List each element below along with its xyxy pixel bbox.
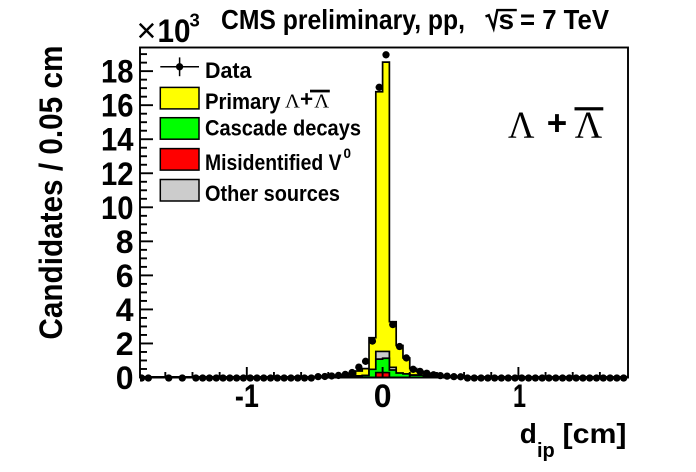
svg-text:10: 10	[158, 13, 191, 49]
svg-text:[cm]: [cm]	[563, 418, 627, 449]
svg-text:Primary: Primary	[205, 89, 281, 114]
svg-text:Misidentified V: Misidentified V	[205, 150, 342, 175]
svg-text:Cascade decays: Cascade decays	[205, 115, 361, 140]
svg-text:0: 0	[116, 360, 134, 396]
svg-text:CMS preliminary, pp,: CMS preliminary, pp,	[221, 4, 465, 35]
svg-text:0: 0	[344, 146, 352, 161]
svg-text:8: 8	[116, 224, 134, 260]
svg-text:Λ: Λ	[285, 90, 300, 112]
svg-text:d: d	[520, 418, 537, 449]
svg-text:×: ×	[137, 12, 157, 50]
svg-text:18: 18	[101, 54, 134, 90]
svg-text:12: 12	[101, 156, 134, 192]
svg-text:1: 1	[513, 378, 526, 414]
svg-text:Λ: Λ	[508, 104, 535, 146]
svg-text:3: 3	[190, 9, 200, 30]
svg-text:2: 2	[116, 326, 134, 362]
svg-text:Data: Data	[205, 58, 252, 83]
svg-text:Λ: Λ	[575, 104, 603, 146]
svg-text:6: 6	[116, 258, 134, 294]
svg-text:s: s	[499, 4, 515, 35]
svg-text:Other sources: Other sources	[205, 181, 340, 206]
svg-text:16: 16	[101, 88, 134, 124]
svg-text:-1: -1	[235, 378, 259, 414]
svg-text:= 7 TeV: = 7 TeV	[520, 4, 609, 35]
svg-text:Λ: Λ	[314, 90, 329, 112]
svg-text:+: +	[300, 87, 313, 112]
svg-text:ip: ip	[537, 440, 555, 462]
svg-text:14: 14	[101, 122, 134, 158]
svg-text:4: 4	[116, 292, 134, 328]
svg-text:Candidates / 0.05 cm: Candidates / 0.05 cm	[33, 46, 69, 340]
svg-text:0: 0	[374, 378, 392, 414]
svg-text:10: 10	[101, 190, 134, 226]
svg-text:+: +	[547, 104, 567, 143]
